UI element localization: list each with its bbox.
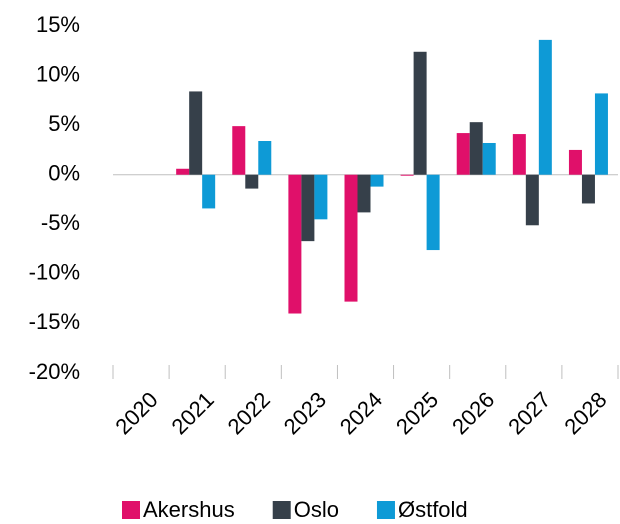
bar — [568, 149, 582, 175]
x-tick-label: 2021 — [167, 387, 219, 439]
bar — [538, 39, 552, 175]
y-tick-label: -10% — [29, 260, 80, 285]
bar — [482, 142, 496, 175]
bar — [581, 174, 595, 204]
bar — [426, 174, 440, 251]
bar — [400, 174, 414, 176]
bar — [189, 91, 203, 175]
y-tick-label: 0% — [48, 161, 80, 186]
bar — [202, 174, 216, 209]
bar — [594, 93, 608, 175]
legend-label: Akershus — [143, 497, 235, 522]
x-tick-label: 2026 — [447, 387, 499, 439]
y-tick-label: -15% — [29, 309, 80, 334]
legend-swatch — [122, 501, 140, 519]
x-tick-label: 2023 — [279, 387, 331, 439]
y-tick-label: 10% — [36, 61, 80, 86]
legend-label: Østfold — [398, 497, 468, 522]
y-tick-label: -5% — [41, 210, 80, 235]
bar — [413, 51, 427, 175]
bar — [525, 174, 539, 226]
x-tick-label: 2028 — [559, 387, 611, 439]
legend-swatch — [272, 501, 291, 519]
bar — [232, 126, 246, 175]
x-tick-label: 2022 — [223, 387, 275, 439]
bar — [456, 133, 470, 175]
bar — [370, 174, 384, 187]
bar — [258, 141, 272, 175]
legend-swatch — [376, 501, 395, 519]
bar — [288, 174, 302, 314]
bar — [344, 174, 358, 302]
bar — [357, 174, 371, 213]
bar — [176, 168, 190, 175]
x-tick-label: 2020 — [110, 387, 162, 439]
x-tick-label: 2027 — [503, 387, 555, 439]
y-tick-label: 15% — [36, 12, 80, 37]
bar — [469, 122, 483, 175]
x-tick-label: 2024 — [335, 387, 387, 439]
bar — [245, 174, 259, 189]
x-tick-label: 2025 — [391, 387, 443, 439]
legend-label: Oslo — [294, 497, 339, 522]
bar — [512, 134, 526, 175]
bar — [301, 174, 315, 242]
y-tick-label: 5% — [48, 111, 80, 136]
y-tick-label: -20% — [29, 359, 80, 384]
bar — [314, 174, 328, 220]
